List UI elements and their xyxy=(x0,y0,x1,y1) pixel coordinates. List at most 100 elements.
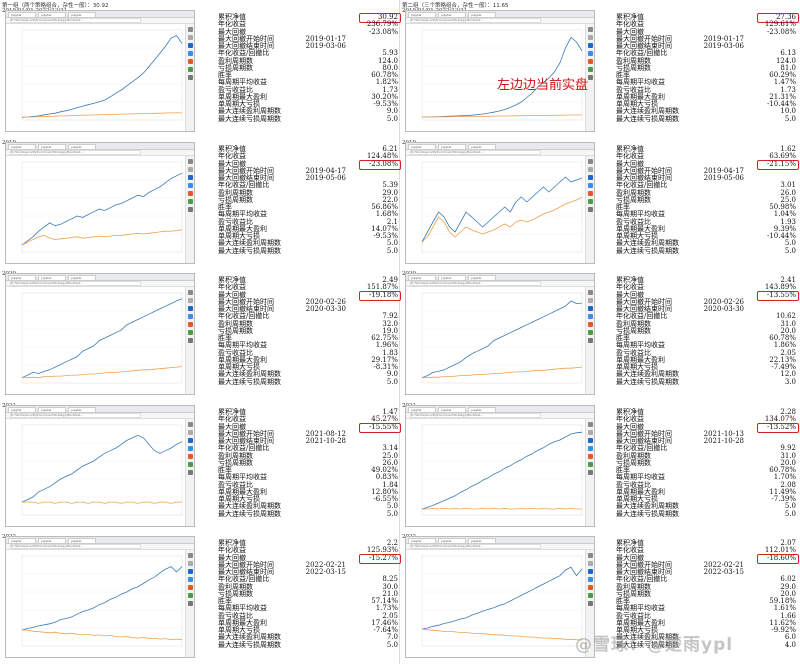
toolbar-app-icon[interactable] xyxy=(587,199,593,204)
toolbar-app-icon[interactable] xyxy=(587,159,593,164)
browser-tab[interactable]: jupyter xyxy=(68,274,96,280)
browser-tab[interactable]: jupyter xyxy=(68,143,96,149)
toolbar-app-icon[interactable] xyxy=(187,462,193,467)
browser-tab[interactable]: jupyter xyxy=(8,274,36,280)
browser-tab[interactable]: jupyter xyxy=(408,406,436,412)
toolbar-app-icon[interactable] xyxy=(187,553,193,558)
browser-tab[interactable]: jupyter xyxy=(38,406,66,412)
url-input[interactable]: D:/Workspace/Python/QuantStrategy/Backte… xyxy=(10,18,141,23)
browser-tab[interactable]: jupyter xyxy=(8,537,36,543)
toolbar-app-icon[interactable] xyxy=(587,593,593,598)
toolbar-app-icon[interactable] xyxy=(187,27,193,32)
toolbar-app-icon[interactable] xyxy=(187,306,193,311)
url-input[interactable]: D:/Workspace/Python/QuantStrategy/Backte… xyxy=(10,281,141,286)
toolbar-app-icon[interactable] xyxy=(187,298,193,303)
browser-tab[interactable]: jupyter xyxy=(68,406,96,412)
toolbar-app-icon[interactable] xyxy=(587,314,593,319)
toolbar-app-icon[interactable] xyxy=(187,454,193,459)
toolbar-app-icon[interactable] xyxy=(187,577,193,582)
toolbar-app-icon[interactable] xyxy=(587,298,593,303)
toolbar-app-icon[interactable] xyxy=(587,561,593,566)
url-input[interactable]: D:/Workspace/Python/QuantStrategy/Backte… xyxy=(410,150,541,155)
browser-tab[interactable]: jupyter xyxy=(8,143,36,149)
toolbar-app-icon[interactable] xyxy=(187,422,193,427)
browser-tab[interactable]: jupyter xyxy=(438,274,466,280)
toolbar-app-icon[interactable] xyxy=(587,67,593,72)
url-input[interactable]: D:/Workspace/Python/QuantStrategy/Backte… xyxy=(10,544,141,549)
toolbar-app-icon[interactable] xyxy=(587,330,593,335)
toolbar-app-icon[interactable] xyxy=(587,470,593,475)
toolbar-app-icon[interactable] xyxy=(587,27,593,32)
browser-tab[interactable]: jupyter xyxy=(38,11,66,17)
toolbar-app-icon[interactable] xyxy=(587,446,593,451)
toolbar-app-icon[interactable] xyxy=(187,561,193,566)
url-input[interactable]: D:/Workspace/Python/QuantStrategy/Backte… xyxy=(410,18,541,23)
toolbar-app-icon[interactable] xyxy=(587,35,593,40)
toolbar-app-icon[interactable] xyxy=(587,462,593,467)
browser-tab[interactable]: jupyter xyxy=(408,537,436,543)
browser-tab[interactable]: jupyter xyxy=(438,143,466,149)
browser-tab[interactable]: jupyter xyxy=(68,11,96,17)
toolbar-app-icon[interactable] xyxy=(187,167,193,172)
browser-tab[interactable]: jupyter xyxy=(468,406,496,412)
toolbar-app-icon[interactable] xyxy=(187,569,193,574)
toolbar-app-icon[interactable] xyxy=(187,593,193,598)
browser-tab[interactable]: jupyter xyxy=(8,406,36,412)
toolbar-app-icon[interactable] xyxy=(587,601,593,606)
browser-tab[interactable]: jupyter xyxy=(8,11,36,17)
toolbar-app-icon[interactable] xyxy=(187,191,193,196)
toolbar-app-icon[interactable] xyxy=(187,601,193,606)
url-input[interactable]: D:/Workspace/Python/QuantStrategy/Backte… xyxy=(10,150,141,155)
toolbar-app-icon[interactable] xyxy=(587,51,593,56)
toolbar-app-icon[interactable] xyxy=(587,585,593,590)
browser-tab[interactable]: jupyter xyxy=(408,11,436,17)
toolbar-app-icon[interactable] xyxy=(187,67,193,72)
toolbar-app-icon[interactable] xyxy=(587,306,593,311)
toolbar-app-icon[interactable] xyxy=(587,322,593,327)
toolbar-app-icon[interactable] xyxy=(187,322,193,327)
browser-tab[interactable]: jupyter xyxy=(408,143,436,149)
toolbar-app-icon[interactable] xyxy=(587,569,593,574)
toolbar-app-icon[interactable] xyxy=(187,438,193,443)
toolbar-app-icon[interactable] xyxy=(587,553,593,558)
browser-tab[interactable]: jupyter xyxy=(38,274,66,280)
toolbar-app-icon[interactable] xyxy=(587,454,593,459)
toolbar-app-icon[interactable] xyxy=(187,470,193,475)
browser-tab[interactable]: jupyter xyxy=(438,406,466,412)
toolbar-app-icon[interactable] xyxy=(587,191,593,196)
browser-tab[interactable]: jupyter xyxy=(38,537,66,543)
toolbar-app-icon[interactable] xyxy=(587,422,593,427)
toolbar-app-icon[interactable] xyxy=(187,330,193,335)
toolbar-app-icon[interactable] xyxy=(187,159,193,164)
toolbar-app-icon[interactable] xyxy=(187,207,193,212)
toolbar-app-icon[interactable] xyxy=(587,43,593,48)
toolbar-app-icon[interactable] xyxy=(187,43,193,48)
browser-tab[interactable]: jupyter xyxy=(468,11,496,17)
toolbar-app-icon[interactable] xyxy=(187,430,193,435)
toolbar-app-icon[interactable] xyxy=(587,59,593,64)
browser-tab[interactable]: jupyter xyxy=(408,274,436,280)
browser-tab[interactable]: jupyter xyxy=(468,537,496,543)
toolbar-app-icon[interactable] xyxy=(187,199,193,204)
browser-tab[interactable]: jupyter xyxy=(68,537,96,543)
toolbar-app-icon[interactable] xyxy=(187,75,193,80)
toolbar-app-icon[interactable] xyxy=(187,585,193,590)
browser-tab[interactable]: jupyter xyxy=(438,537,466,543)
toolbar-app-icon[interactable] xyxy=(187,338,193,343)
url-input[interactable]: D:/Workspace/Python/QuantStrategy/Backte… xyxy=(10,413,141,418)
url-input[interactable]: D:/Workspace/Python/QuantStrategy/Backte… xyxy=(410,413,541,418)
toolbar-app-icon[interactable] xyxy=(587,577,593,582)
toolbar-app-icon[interactable] xyxy=(587,430,593,435)
toolbar-app-icon[interactable] xyxy=(587,207,593,212)
toolbar-app-icon[interactable] xyxy=(587,75,593,80)
toolbar-app-icon[interactable] xyxy=(187,51,193,56)
toolbar-app-icon[interactable] xyxy=(187,35,193,40)
toolbar-app-icon[interactable] xyxy=(187,290,193,295)
browser-tab[interactable]: jupyter xyxy=(438,11,466,17)
toolbar-app-icon[interactable] xyxy=(187,175,193,180)
toolbar-app-icon[interactable] xyxy=(587,438,593,443)
toolbar-app-icon[interactable] xyxy=(587,175,593,180)
toolbar-app-icon[interactable] xyxy=(587,167,593,172)
toolbar-app-icon[interactable] xyxy=(187,446,193,451)
browser-tab[interactable]: jupyter xyxy=(38,143,66,149)
